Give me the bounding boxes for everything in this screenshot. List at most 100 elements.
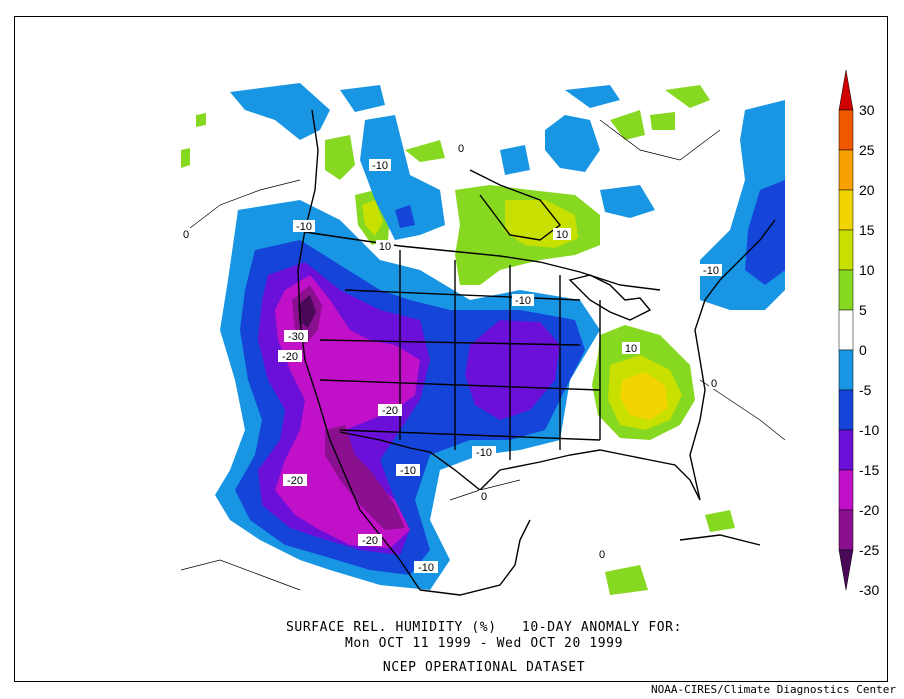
contour-label: -20 bbox=[378, 404, 402, 417]
map-title: SURFACE REL. HUMIDITY (%) 10-DAY ANOMALY… bbox=[285, 620, 683, 635]
svg-text:-10: -10 bbox=[703, 265, 719, 277]
contour-label: 10 bbox=[376, 240, 394, 253]
colorbar-tick-label: 20 bbox=[859, 182, 875, 198]
colorbar-band bbox=[838, 229, 854, 271]
states-grid-3 bbox=[319, 379, 601, 391]
contour-label: -10 bbox=[293, 220, 315, 233]
svg-text:-20: -20 bbox=[362, 535, 378, 547]
fill-gulf-green bbox=[605, 565, 648, 595]
colorbar-band bbox=[838, 109, 854, 151]
svg-text:0: 0 bbox=[599, 549, 605, 561]
fill-east-yellow bbox=[620, 372, 668, 420]
contour-label: 10 bbox=[553, 228, 571, 241]
coastlines bbox=[297, 109, 776, 596]
zero-contour-4 bbox=[599, 119, 721, 161]
map-dataset: NCEP OPERATIONAL DATASET bbox=[382, 660, 586, 675]
fill-west-edge-green bbox=[181, 148, 190, 168]
colorbar-arrow-top bbox=[838, 69, 854, 111]
colorbar-band bbox=[838, 349, 854, 391]
contour-label: -10 bbox=[369, 159, 391, 172]
colorbar-tick-label: -20 bbox=[859, 502, 879, 518]
colorbar-tick-label: -25 bbox=[859, 542, 879, 558]
colorbar-tick-label: 0 bbox=[859, 342, 867, 358]
fill-central-violet bbox=[465, 320, 560, 420]
fill-north-blue bbox=[230, 83, 330, 140]
west-coast-line bbox=[297, 109, 421, 591]
fill-north-green bbox=[610, 110, 645, 140]
svg-text:-10: -10 bbox=[296, 221, 312, 233]
map-date-range: Mon OCT 11 1999 - Wed OCT 20 1999 bbox=[344, 636, 624, 651]
svg-text:-30: -30 bbox=[288, 331, 304, 343]
svg-text:10: 10 bbox=[379, 241, 391, 253]
colorbar-band bbox=[838, 189, 854, 231]
contour-label: -10 bbox=[512, 294, 534, 307]
fill-bc-blue bbox=[360, 115, 445, 240]
fill-nw-green bbox=[325, 135, 355, 180]
gulf-coast bbox=[499, 449, 701, 501]
svg-text:10: 10 bbox=[556, 229, 568, 241]
contour-label: -10 bbox=[396, 464, 420, 477]
fill-west-darkmagenta-2 bbox=[325, 425, 405, 530]
contour-label: -20 bbox=[278, 350, 302, 363]
mexico-coast bbox=[419, 519, 531, 596]
fill-west-magenta bbox=[275, 275, 420, 548]
svg-text:0: 0 bbox=[481, 491, 487, 503]
svg-text:0: 0 bbox=[711, 378, 717, 390]
svg-text:-20: -20 bbox=[287, 475, 303, 487]
fill-bc-yellow bbox=[362, 200, 383, 236]
fill-north-blue-2 bbox=[340, 85, 385, 112]
contour-label: -10 bbox=[472, 446, 496, 459]
colorbar-tick-label: 15 bbox=[859, 222, 875, 238]
contour-label: -10 bbox=[700, 264, 722, 277]
colorbar-band bbox=[838, 149, 854, 191]
cuba bbox=[679, 534, 761, 546]
colorbar-band bbox=[838, 269, 854, 311]
colorbar-tick-label: 30 bbox=[859, 102, 875, 118]
contour-labels: -10 -10 0 10 10 -10 -10 -30 -20 -20 10 -… bbox=[181, 142, 722, 574]
canada-us-border bbox=[304, 231, 661, 291]
contour-label: -30 bbox=[284, 330, 308, 343]
svg-text:-20: -20 bbox=[282, 351, 298, 363]
fill-ne-blue-2 bbox=[600, 185, 655, 218]
fill-bc-deepblue bbox=[395, 205, 415, 228]
fill-caribbean-green bbox=[705, 510, 735, 532]
states-grid-1 bbox=[344, 289, 581, 301]
contour-label: 0 bbox=[597, 548, 607, 561]
fill-north-green-2 bbox=[650, 112, 675, 130]
colorbar-tick-label: -30 bbox=[859, 582, 879, 598]
zero-contour-1 bbox=[180, 179, 301, 236]
contour-label: 0 bbox=[709, 377, 719, 390]
states-grid-2 bbox=[319, 339, 581, 346]
svg-text:-10: -10 bbox=[515, 295, 531, 307]
svg-text:0: 0 bbox=[183, 229, 189, 241]
colorbar-band bbox=[838, 389, 854, 431]
colorbar-band bbox=[838, 309, 854, 351]
colorbar-tick-label: 5 bbox=[859, 302, 867, 318]
colorbar-band bbox=[838, 469, 854, 511]
zero-contour-2 bbox=[180, 559, 301, 591]
zero-contour-5 bbox=[699, 379, 786, 441]
svg-text:-10: -10 bbox=[400, 465, 416, 477]
fill-nwcorner-green bbox=[196, 113, 206, 127]
colorbar: 30 25 20 15 10 5 0 -5 -10 -15 -20 -25 -30 bbox=[838, 69, 879, 598]
svg-text:-10: -10 bbox=[372, 160, 388, 172]
hudson-bay bbox=[469, 169, 561, 241]
colorbar-tick-label: 25 bbox=[859, 142, 875, 158]
svg-text:-10: -10 bbox=[418, 562, 434, 574]
fill-hudson-blue bbox=[500, 145, 530, 175]
east-coast bbox=[689, 219, 776, 501]
contour-label: 0 bbox=[181, 228, 191, 241]
contour-label: 0 bbox=[455, 142, 467, 155]
fill-north-green-3 bbox=[405, 140, 445, 162]
colorbar-tick-label: -10 bbox=[859, 422, 879, 438]
contour-label: 10 bbox=[622, 342, 640, 355]
states-grid-4 bbox=[339, 429, 601, 441]
contour-label: -20 bbox=[358, 534, 382, 547]
contour-label: 0 bbox=[479, 490, 489, 503]
contour-label: -10 bbox=[414, 561, 438, 574]
colorbar-tick-label: 10 bbox=[859, 262, 875, 278]
contour-label: -20 bbox=[283, 474, 307, 487]
svg-text:10: 10 bbox=[625, 343, 637, 355]
colorbar-tick-label: -5 bbox=[859, 382, 872, 398]
